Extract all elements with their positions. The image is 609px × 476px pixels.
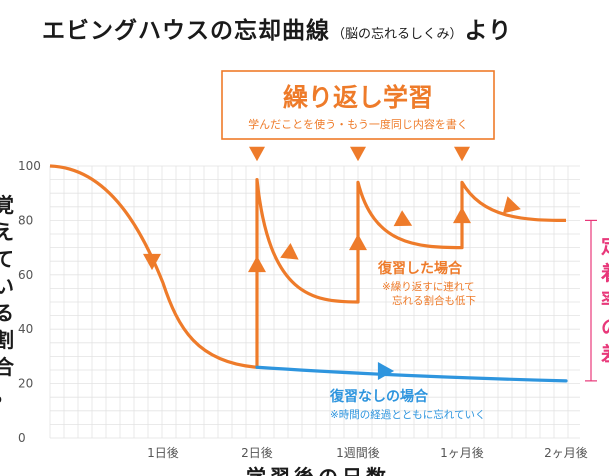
curve-direction-arrow	[143, 253, 161, 271]
retention-gap-label-glyph: 差	[601, 342, 609, 366]
review-label: 復習した場合	[377, 260, 463, 277]
y-tick-label: 100	[18, 159, 41, 173]
title-main: エビングハウスの忘却曲線	[42, 17, 330, 44]
callout-subtitle: 学んだことを使う・もう一度同じ内容を書く	[248, 117, 468, 131]
curve-direction-arrow	[453, 206, 471, 224]
review-note-2: 忘れる割合も低下	[392, 294, 476, 307]
curve-direction-arrow	[280, 242, 299, 260]
curve-direction-arrow	[377, 362, 395, 380]
no-review-series-line	[255, 365, 568, 383]
curve-direction-arrow	[502, 196, 521, 214]
review-note-1: ※繰り返すに連れて	[382, 280, 474, 293]
no-review-note: ※時間の経過とともに忘れていく	[330, 408, 485, 421]
curve-direction-arrow	[393, 210, 413, 227]
y-axis-label-glyph: い	[0, 274, 14, 298]
retention-gap-label-glyph: 率	[601, 288, 609, 312]
chart-title: エビングハウスの忘却曲線 （脳の忘れるしくみ）より	[42, 17, 512, 44]
x-axis-label: 学習後の日数	[246, 465, 390, 476]
no-review-label: 復習なしの場合	[329, 388, 429, 405]
y-tick-label: 60	[18, 268, 33, 282]
title-paren: （脳の忘れるしくみ）	[332, 27, 463, 42]
callout-box	[221, 70, 495, 140]
grid	[49, 165, 580, 439]
curve-direction-arrow	[248, 255, 266, 273]
callout-title: 繰り返し学習	[283, 83, 433, 112]
y-tick-label: 40	[18, 322, 33, 336]
y-tick-label: 0	[18, 431, 26, 445]
y-axis-label-glyph: て	[0, 247, 14, 271]
y-axis-label-glyph: え	[0, 220, 14, 244]
curve-direction-arrow	[349, 233, 367, 251]
y-axis-label-glyph: 覚	[0, 193, 14, 217]
retention-gap-label-glyph: 定	[601, 234, 609, 258]
retention-gap-label: 定着率の差	[600, 234, 609, 366]
x-tick-label: 2日後	[241, 446, 273, 460]
x-tick-label: 1ヶ月後	[440, 446, 484, 460]
review-marker-arrow	[350, 146, 366, 162]
y-tick-label: 80	[18, 213, 33, 227]
y-axis-label-glyph: る	[0, 301, 14, 325]
y-ticks: 0 20 40 60 80 100	[18, 159, 41, 445]
y-axis-label-glyph: 。	[0, 382, 14, 406]
retention-gap-bracket	[585, 219, 597, 382]
x-tick-label: 1週間後	[336, 446, 380, 460]
x-tick-label: 2ヶ月後	[544, 446, 588, 460]
review-marker-arrow	[249, 146, 265, 162]
series-layer	[49, 164, 568, 383]
x-tick-label: 1日後	[147, 446, 179, 460]
retention-gap-label-glyph: 着	[600, 261, 609, 285]
review-marker-arrow	[454, 146, 470, 162]
y-axis-label-glyph: 割	[0, 328, 14, 352]
x-ticks: 1日後 2日後 1週間後 1ヶ月後 2ヶ月後	[147, 446, 588, 460]
title-suffix: より	[465, 18, 513, 44]
retention-gap-label-glyph: の	[601, 315, 609, 339]
review-series-line	[49, 164, 567, 369]
y-axis-label-glyph: 合	[0, 355, 15, 379]
y-tick-label: 20	[18, 377, 33, 391]
arrow-layer	[143, 146, 521, 380]
